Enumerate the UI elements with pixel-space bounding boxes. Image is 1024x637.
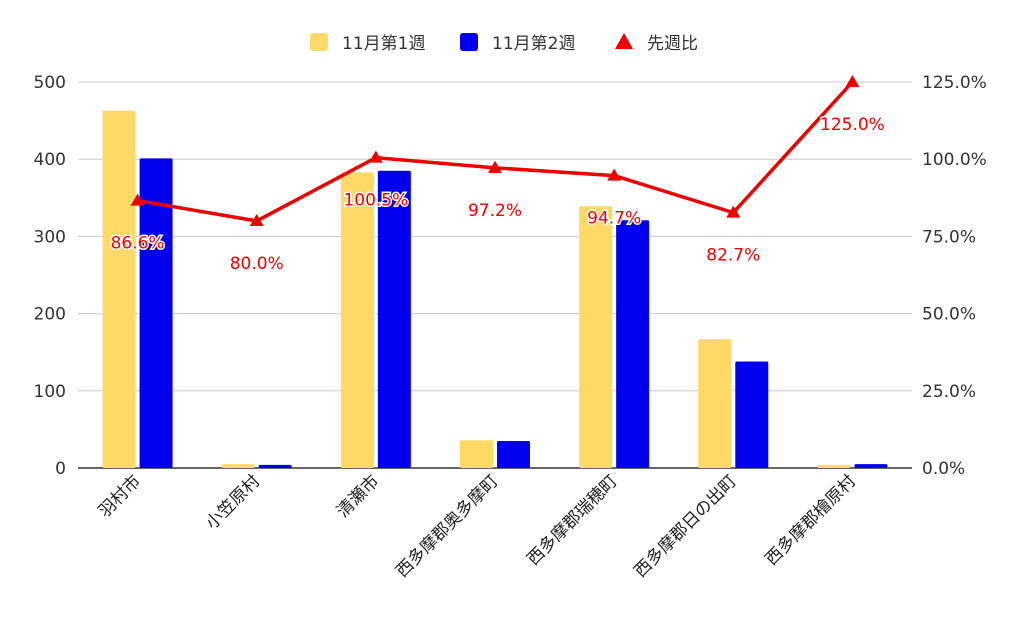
legend-label: 11月第2週 xyxy=(492,34,575,54)
y-right-tick-label: 75.0% xyxy=(922,227,976,247)
data-label: 86.6% xyxy=(111,234,165,254)
y-left-tick-label: 400 xyxy=(34,150,66,170)
bar-1 xyxy=(221,464,255,468)
y-left-tick-label: 300 xyxy=(34,227,66,247)
y-right-tick-label: 125.0% xyxy=(922,73,987,93)
legend-marker xyxy=(615,33,633,49)
data-label: 80.0% xyxy=(230,254,284,274)
y-right-tick-label: 0.0% xyxy=(922,459,965,479)
x-tick-label: 羽村市 xyxy=(95,471,145,521)
bar-2 xyxy=(616,220,650,468)
x-tick-label: 西多摩郡檜原村 xyxy=(761,471,860,570)
y-left-tick-label: 100 xyxy=(34,382,66,402)
data-label: 100.5% xyxy=(343,191,408,211)
bar-2 xyxy=(377,170,411,468)
y-left-tick-label: 500 xyxy=(34,73,66,93)
bar-1 xyxy=(817,464,851,468)
bar-1 xyxy=(698,339,732,468)
x-tick-label: 西多摩郡瑞穂町 xyxy=(523,471,621,569)
x-tick-label: 小笠原村 xyxy=(202,471,264,533)
legend-swatch xyxy=(310,33,328,51)
bar-2 xyxy=(258,464,292,468)
line-marker xyxy=(368,150,383,163)
bar-2 xyxy=(735,361,769,468)
data-label: 97.2% xyxy=(468,201,522,221)
line-marker xyxy=(845,75,860,87)
y-left-tick-label: 0 xyxy=(55,459,66,479)
bar-1 xyxy=(102,110,136,469)
x-tick-label: 西多摩郡奥多摩町 xyxy=(392,471,502,581)
line-marker xyxy=(726,205,741,218)
bar-1 xyxy=(579,206,613,469)
data-label: 94.7% xyxy=(587,209,641,229)
y-right-tick-label: 50.0% xyxy=(922,305,976,325)
line-marker xyxy=(130,193,145,206)
bar-1 xyxy=(340,172,374,468)
legend-label: 先週比 xyxy=(647,34,698,54)
y-right-tick-label: 25.0% xyxy=(922,382,976,402)
line-marker xyxy=(607,168,622,181)
data-label: 82.7% xyxy=(706,246,760,266)
bar-2 xyxy=(497,440,530,468)
x-tick-label: 西多摩郡日の出町 xyxy=(631,471,741,581)
legend-label: 11月第1週 xyxy=(342,34,425,54)
bar-2 xyxy=(139,158,173,469)
y-left-tick-label: 200 xyxy=(34,305,66,325)
line-marker xyxy=(488,160,502,173)
y-right-tick-label: 100.0% xyxy=(922,150,987,170)
x-tick-label: 清瀬市 xyxy=(333,471,383,521)
data-label: 125.0% xyxy=(820,115,885,135)
bar-2 xyxy=(854,464,888,468)
line-marker xyxy=(249,213,264,226)
legend-swatch xyxy=(460,33,478,51)
bar-1 xyxy=(460,440,493,468)
